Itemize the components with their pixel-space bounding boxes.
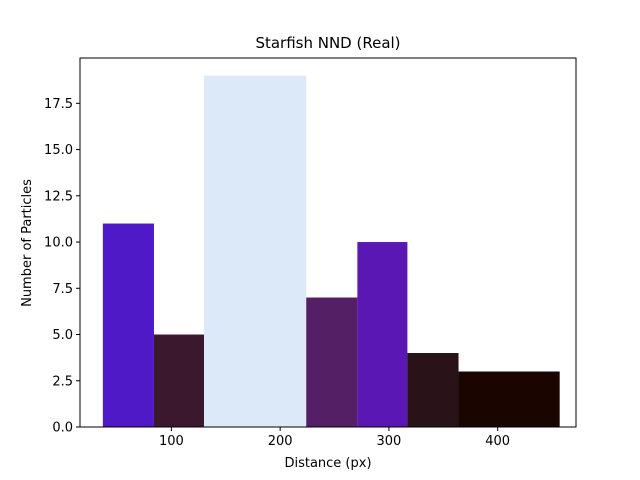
histogram-bar-2: [153, 334, 204, 427]
histogram-bar-3: [204, 75, 307, 428]
x-tick-label: 300: [376, 434, 401, 449]
chart-title: Starfish NND (Real): [255, 34, 400, 52]
x-axis-ticks: 100 200 300 400: [159, 427, 510, 449]
y-tick-label: 7.5: [52, 282, 73, 297]
histogram-bar-6: [407, 353, 459, 427]
y-tick-label: 12.5: [44, 189, 73, 204]
y-tick-label: 2.5: [52, 374, 73, 389]
histogram-bar-1: [102, 223, 154, 427]
histogram-bar-5: [357, 242, 408, 427]
y-tick-label: 5.0: [52, 328, 73, 343]
x-tick-label: 100: [159, 434, 184, 449]
histogram-bar-7: [458, 371, 560, 427]
y-axis-ticks: 0.0 2.5 5.0 7.5 10.0 12.5 15.0 17.5: [44, 97, 80, 436]
bars-group: [102, 75, 560, 428]
x-tick-label: 400: [485, 434, 510, 449]
histogram-bar-4: [306, 297, 358, 427]
x-axis-label: Distance (px): [284, 456, 371, 471]
x-tick-label: 200: [268, 434, 293, 449]
y-tick-label: 0.0: [52, 421, 73, 436]
y-tick-label: 10.0: [44, 236, 73, 251]
y-tick-label: 15.0: [44, 143, 73, 158]
y-axis-label: Number of Particles: [20, 179, 35, 307]
y-tick-label: 17.5: [44, 97, 73, 112]
